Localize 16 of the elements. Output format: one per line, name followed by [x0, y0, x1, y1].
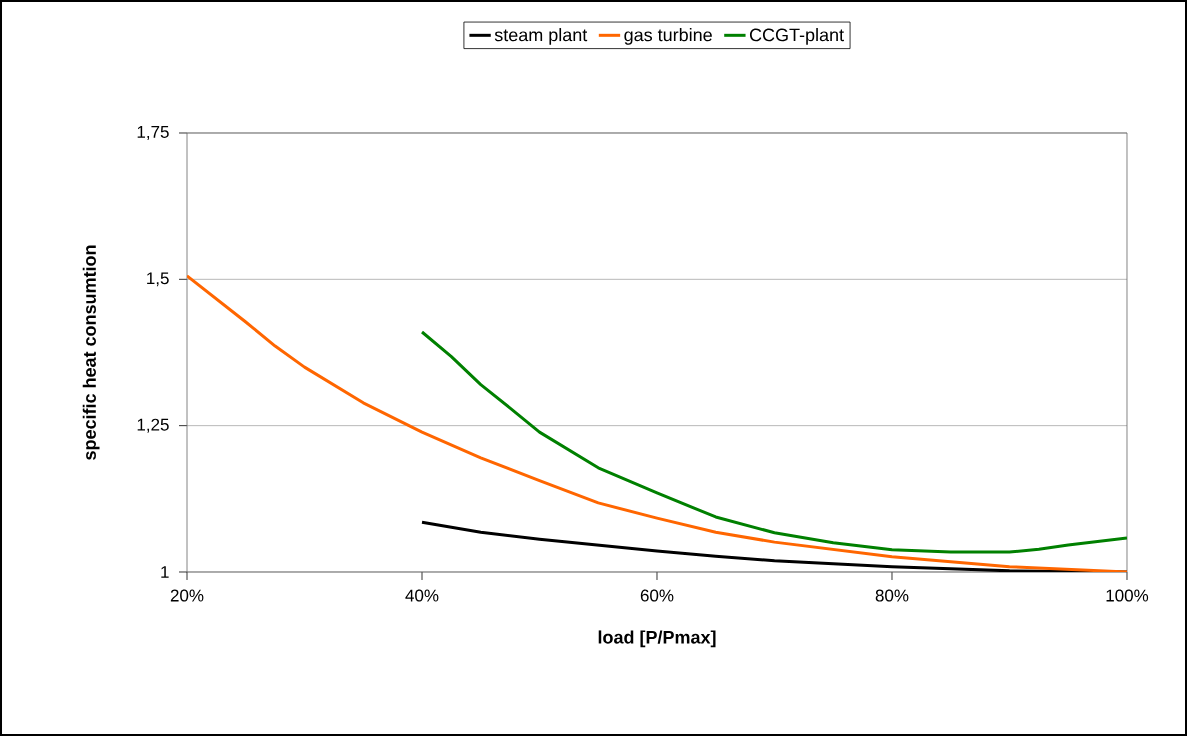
- y-axis-title: specific heat consumtion: [82, 245, 100, 460]
- legend-label: steam plant: [494, 28, 588, 45]
- legend-label: gas turbine: [624, 28, 712, 45]
- x-tick-label: 20%: [170, 589, 204, 602]
- y-tick-label: 1,75: [137, 126, 169, 140]
- x-tick-label: 60%: [640, 589, 674, 602]
- x-tick-label: 40%: [405, 589, 439, 602]
- y-tick-label: 1: [161, 566, 169, 578]
- x-tick-label: 100%: [1106, 589, 1149, 602]
- x-tick-label: 80%: [875, 589, 909, 602]
- line-series: [420, 330, 1127, 554]
- line-series: [187, 274, 1127, 572]
- x-axis-title: load [P/Pmax]: [598, 630, 716, 648]
- y-tick-label: 1,5: [147, 272, 169, 287]
- y-tick-label: 1,25: [137, 418, 169, 433]
- legend-label: CCGT-plant: [749, 28, 844, 45]
